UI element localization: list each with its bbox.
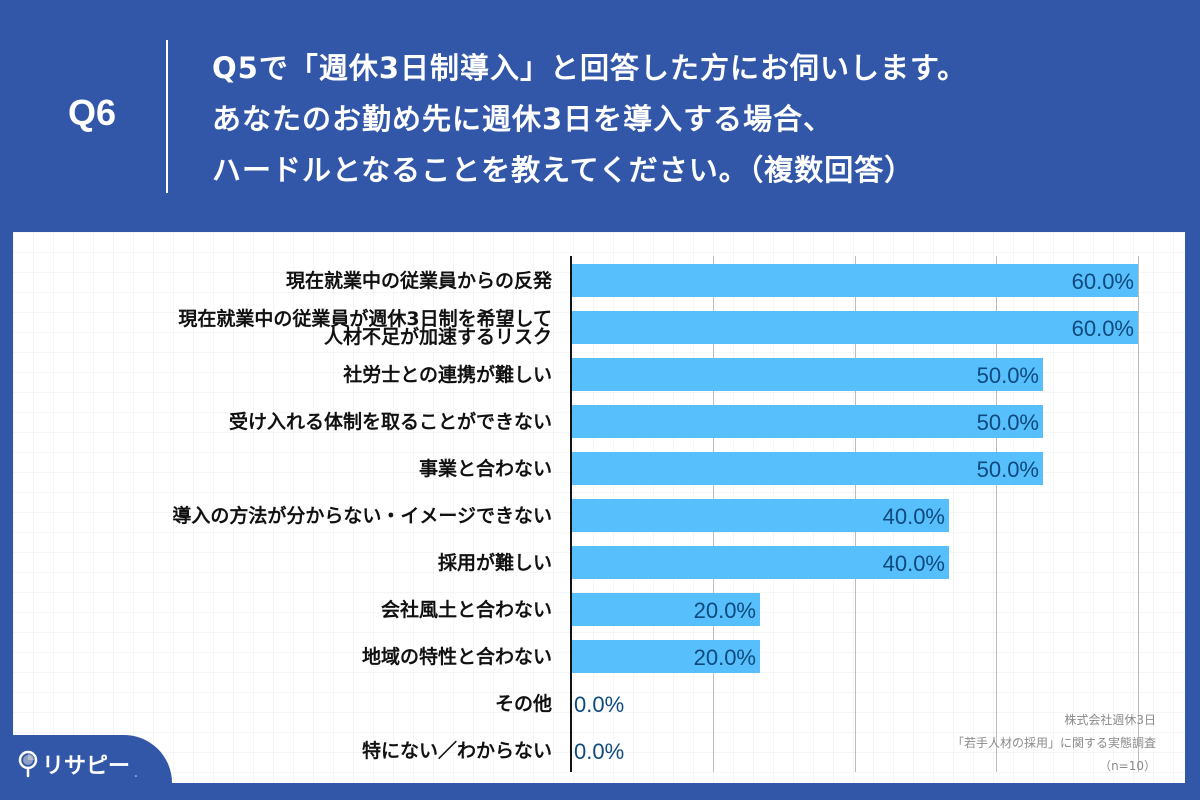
- question-line: Q5で「週休3日制導入」と回答した方にお伺いします。: [212, 51, 968, 85]
- question-line: あなたのお勤め先に週休3日を導入する場合、: [212, 102, 834, 136]
- question-text: Q5で「週休3日制導入」と回答した方にお伺いします。 あなたのお勤め先に週休3日…: [212, 43, 967, 196]
- header: Q6 Q5で「週休3日制導入」と回答した方にお伺いします。 あなたのお勤め先に週…: [0, 0, 1200, 232]
- source-line: （n=10）: [1099, 759, 1156, 773]
- source-line: 株式会社週休3日: [1064, 713, 1156, 727]
- brand-logo: リサピー .: [18, 748, 138, 780]
- header-divider: [166, 40, 168, 193]
- source-line: 「若手人材の採用」に関する実態調査: [951, 736, 1156, 750]
- source-note: 株式会社週休3日 「若手人材の採用」に関する実態調査 （n=10）: [952, 709, 1156, 778]
- chart-panel: [13, 232, 1185, 783]
- logo-mark: .: [134, 769, 138, 780]
- logo-text: リサピー: [42, 754, 131, 779]
- question-line: ハードルとなることを教えてください。（複数回答）: [212, 153, 915, 187]
- question-number: Q6: [67, 92, 117, 133]
- map-pin-icon: [18, 750, 38, 778]
